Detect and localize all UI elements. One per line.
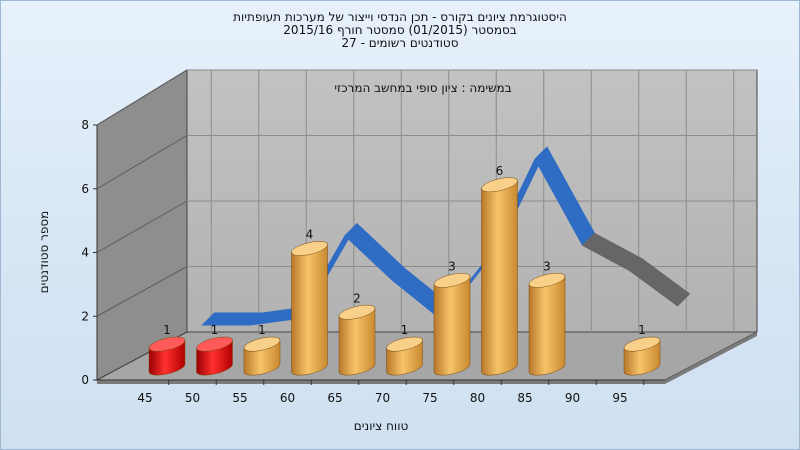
x-tick-label-7: 80 (470, 391, 485, 405)
bar-value-label-60: 4 (306, 228, 314, 242)
bar-top-45 (148, 336, 186, 352)
bar-top-70 (386, 336, 423, 352)
bar-value-label-70: 1 (401, 323, 409, 337)
bar-value-label-50: 1 (211, 323, 219, 337)
chart-title-line-2: בסמסטר (01/2015) סמסטר חורף 2015/16 (283, 23, 517, 37)
bar-65 (338, 308, 376, 376)
x-tick-label-8: 85 (517, 391, 532, 405)
y-tick-label-2: 4 (81, 246, 89, 260)
x-axis: 45 50 55 60 65 70 75 80 85 90 95 (97, 379, 665, 405)
bar-top-55 (243, 336, 281, 352)
bar-75 (433, 276, 471, 376)
x-tick-label-6: 75 (422, 391, 437, 405)
x-axis-label: טווח ציונים (354, 419, 409, 433)
bar-value-label-80: 6 (496, 164, 504, 178)
bars (148, 177, 661, 376)
gridline-side-4 (96, 69, 188, 126)
bar-value-label-45: 1 (163, 323, 171, 337)
bar-60 (291, 244, 328, 376)
x-tick-label-2: 55 (232, 391, 247, 405)
bar-value-label-55: 1 (258, 323, 266, 337)
bar-top-95 (623, 336, 661, 352)
bar-value-label-75: 3 (448, 259, 456, 273)
x-tick-label-9: 90 (565, 391, 580, 405)
x-tick-label-10: 95 (612, 391, 627, 405)
y-axis: 0 2 4 6 8 (81, 118, 98, 387)
bar-80 (481, 180, 518, 376)
bar-top-50 (196, 336, 233, 352)
bar-value-labels: 1 1 1 4 2 1 3 6 3 1 (163, 164, 646, 337)
bar-value-label-85: 3 (543, 259, 551, 273)
bar-top-65 (338, 304, 376, 320)
chart-title-line-1: היסטוגרמת ציונים בקורס - תכן הנדסי וייצו… (233, 10, 567, 24)
bar-top-85 (528, 273, 566, 288)
gridline-side-1 (96, 266, 188, 317)
y-tick-label-1: 2 (81, 309, 89, 323)
gridline-side-2 (96, 200, 188, 253)
y-tick-label-3: 6 (81, 182, 89, 196)
gridlines (96, 69, 757, 332)
y-axis-label: מספר סטודנטים (37, 211, 51, 294)
chart-subtitle: במשימה : ציון סופי במחשב המרכזי (334, 81, 511, 95)
x-tick-label-5: 70 (375, 391, 390, 405)
floor-front-edge (97, 380, 665, 384)
right-edge (665, 332, 757, 384)
bar-top-80 (481, 177, 518, 193)
x-tick-label-0: 45 (137, 391, 152, 405)
bar-value-label-65: 2 (353, 291, 361, 305)
x-tick-label-3: 60 (280, 391, 295, 405)
x-tick-label-4: 65 (327, 391, 342, 405)
gridline-side-3 (96, 135, 188, 190)
bar-top-60 (291, 241, 328, 256)
bar-85 (528, 276, 566, 376)
y-tick-label-0: 0 (81, 373, 89, 387)
y-tick-label-4: 8 (81, 118, 89, 132)
x-tick-label-1: 50 (185, 391, 200, 405)
trend-segment-9 (629, 258, 690, 307)
chart-title-line-3: סטודנטים רשומים - 27 (341, 36, 459, 50)
bar-top-75 (433, 273, 471, 288)
bar-value-label-95: 1 (638, 323, 646, 337)
